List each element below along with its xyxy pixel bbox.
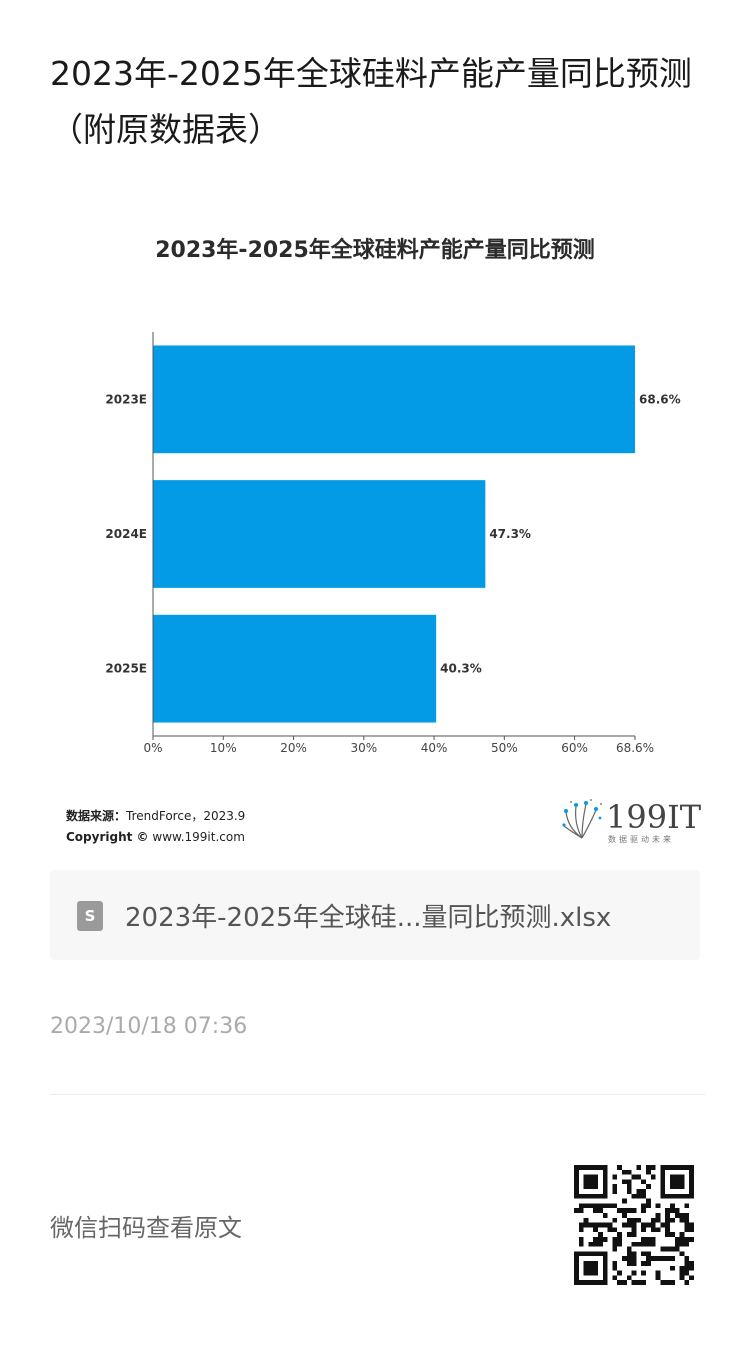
copyright-value: www.199it.com bbox=[152, 830, 245, 844]
read-original-label: 微信扫码查看原文 bbox=[50, 1214, 242, 1242]
bar bbox=[153, 345, 635, 454]
copyright-label: Copyright © bbox=[66, 830, 149, 844]
publish-timestamp: 2023/10/18 07:36 bbox=[50, 1014, 248, 1039]
data-source: 数据来源：TrendForce，2023.9 Copyright © www.1… bbox=[66, 806, 245, 848]
brand-name: 199IT bbox=[606, 798, 702, 836]
attachment-filename[interactable]: 2023年-2025年全球硅...量同比预测.xlsx bbox=[125, 903, 612, 933]
source-label: 数据来源： bbox=[66, 809, 127, 823]
category-label: 2024E bbox=[105, 527, 147, 541]
x-tick-label: 50% bbox=[491, 741, 518, 755]
bar bbox=[153, 614, 437, 723]
category-label: 2025E bbox=[105, 662, 147, 676]
attachment-card[interactable]: S 2023年-2025年全球硅...量同比预测.xlsx bbox=[50, 870, 700, 960]
bar-chart: 2023E 68.6% 2024E 47.3% 2025E 40.3% 0% 10% 20% 30… bbox=[105, 332, 681, 755]
qr-code-icon[interactable] bbox=[574, 1165, 694, 1285]
article-title: 2023年-2025年全球硅料产能产量同比预测（附原数据表） bbox=[50, 54, 692, 149]
bar bbox=[153, 480, 486, 588]
category-label: 2023E bbox=[105, 392, 147, 406]
spreadsheet-file-icon: S bbox=[77, 901, 103, 931]
x-tick-label: 0% bbox=[143, 741, 162, 755]
brand-tagline: 数据驱动未来 bbox=[608, 835, 674, 844]
x-tick-label: 10% bbox=[210, 741, 237, 755]
dandelion-logo-icon bbox=[562, 799, 602, 839]
chart-title: 2023年-2025年全球硅料产能产量同比预测 bbox=[155, 238, 595, 263]
x-tick-label: 60% bbox=[561, 741, 588, 755]
x-tick-label: 20% bbox=[280, 741, 307, 755]
x-tick-label: 40% bbox=[421, 741, 448, 755]
data-label: 68.6% bbox=[639, 392, 681, 406]
source-value: TrendForce，2023.9 bbox=[126, 809, 246, 823]
brand-logo: 199IT 数据驱动未来 bbox=[560, 796, 702, 848]
divider bbox=[50, 1094, 705, 1095]
x-tick-label: 30% bbox=[350, 741, 377, 755]
data-label: 47.3% bbox=[489, 527, 531, 541]
x-tick-label: 68.6% bbox=[616, 741, 654, 755]
data-label: 40.3% bbox=[440, 662, 482, 676]
